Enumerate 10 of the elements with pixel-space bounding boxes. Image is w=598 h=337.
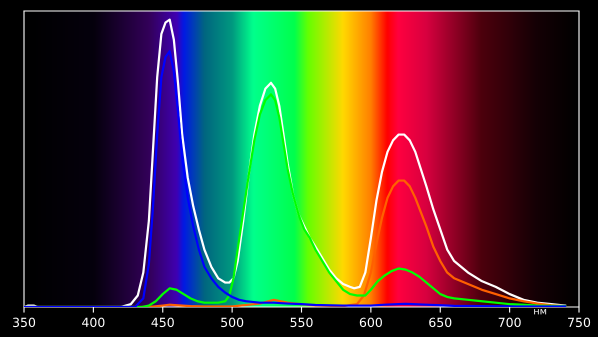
x-tick-label: 550 [290, 318, 313, 328]
x-tick-label: 400 [82, 318, 104, 328]
x-tick-label: 500 [221, 318, 244, 328]
x-tick-label: 600 [360, 318, 382, 328]
x-tick-label: 750 [568, 318, 590, 328]
x-axis-title: нм [534, 309, 546, 314]
x-tick-label: 700 [498, 318, 521, 328]
x-tick-label: 650 [429, 318, 452, 328]
x-tick-label: 450 [151, 318, 174, 328]
x-tick-label: 350 [13, 318, 36, 328]
